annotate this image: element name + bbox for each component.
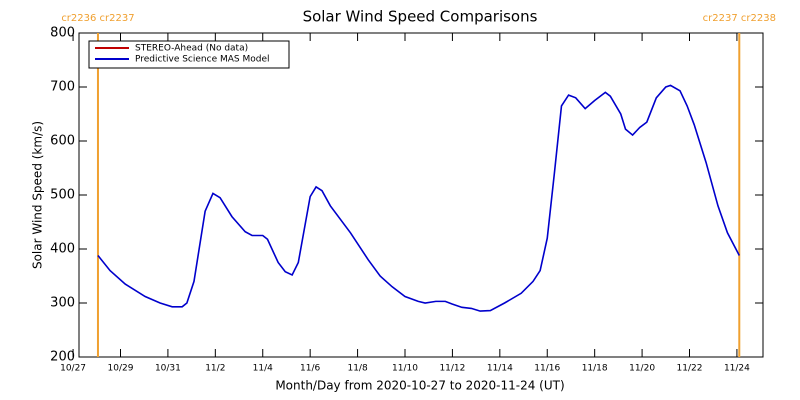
x-tick-label: 11/14 xyxy=(487,364,513,374)
y-tick-label: 500 xyxy=(50,188,75,203)
x-tick-label: 11/22 xyxy=(677,364,703,374)
chart-title: Solar Wind Speed Comparisons xyxy=(303,8,538,26)
y-tick-label: 700 xyxy=(50,80,75,95)
x-tick-label: 10/27 xyxy=(60,364,86,374)
x-tick-label: 11/8 xyxy=(347,364,367,374)
y-tick-label: 600 xyxy=(50,134,75,149)
x-tick-label: 11/10 xyxy=(392,364,418,374)
series-line xyxy=(97,84,740,312)
y-tick-label: 300 xyxy=(50,296,75,311)
x-axis-label: Month/Day from 2020-10-27 to 2020-11-24 … xyxy=(275,379,564,393)
x-tick-label: 10/29 xyxy=(108,364,134,374)
x-tick-label: 11/4 xyxy=(253,364,273,374)
y-axis-label: Solar Wind Speed (km/s) xyxy=(31,121,45,269)
legend-box xyxy=(88,40,290,69)
y-tick-label: 400 xyxy=(50,242,75,257)
x-tick-label: 11/20 xyxy=(629,364,655,374)
annotation: cr2236 cr2237 xyxy=(61,13,134,24)
y-tick-label: 800 xyxy=(50,26,75,41)
x-tick-label: 11/18 xyxy=(582,364,608,374)
legend-label: STEREO-Ahead (No data) xyxy=(135,44,248,54)
x-tick-label: 11/24 xyxy=(724,364,750,374)
x-tick-label: 11/16 xyxy=(534,364,560,374)
plot-frame xyxy=(78,32,764,358)
legend-label: Predictive Science MAS Model xyxy=(135,55,270,65)
x-tick-label: 11/2 xyxy=(205,364,225,374)
y-tick-label: 200 xyxy=(50,350,75,365)
annotation: cr2237 cr2238 xyxy=(703,13,776,24)
x-tick-label: 10/31 xyxy=(155,364,181,374)
x-tick-label: 11/6 xyxy=(300,364,320,374)
x-tick-label: 11/12 xyxy=(439,364,465,374)
